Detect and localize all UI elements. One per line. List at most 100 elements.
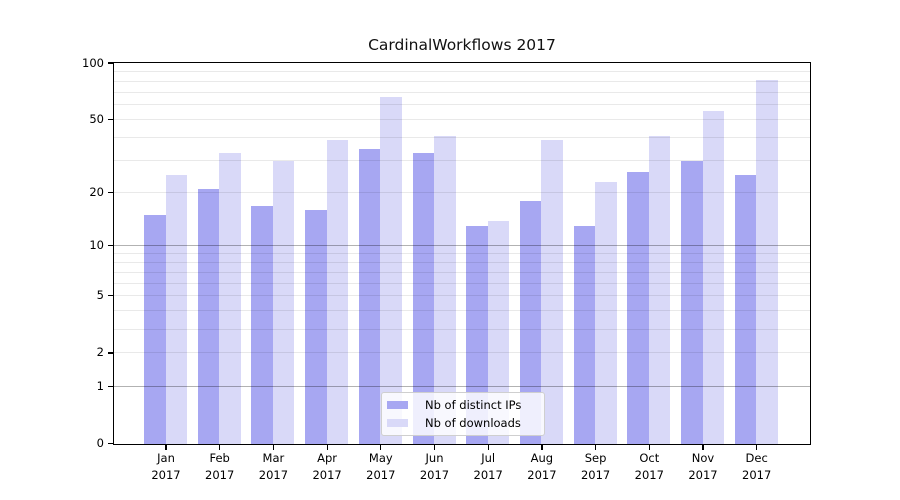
y-tick-label: 50: [89, 111, 104, 126]
x-axis-tick: [380, 445, 382, 450]
gridline-minor: [114, 261, 810, 263]
chart-title: CardinalWorkflows 2017: [368, 36, 556, 54]
x-axis-tick: [595, 445, 597, 450]
y-tick-label: 100: [82, 55, 104, 70]
y-tick-label: 10: [89, 238, 104, 253]
x-tick-month: Aug: [530, 451, 554, 465]
x-tick-label: Mar 2017: [241, 450, 305, 484]
x-tick-label: May 2017: [349, 450, 413, 484]
y-axis-tick: [107, 385, 113, 388]
y-tick-label: 0: [96, 436, 104, 450]
x-tick-year: 2017: [634, 468, 664, 482]
x-axis-tick: [433, 445, 436, 450]
x-tick-label: Apr 2017: [295, 450, 359, 484]
x-axis-tick: [702, 445, 704, 450]
x-tick-month: Mar: [262, 451, 285, 465]
x-tick-year: 2017: [580, 468, 611, 482]
x-tick-month: Jul: [481, 451, 496, 465]
x-tick-label: Jul 2017: [456, 450, 520, 484]
x-tick-label: Nov 2017: [671, 450, 735, 484]
gridline-minor: [114, 118, 810, 120]
bar-downloads-dec: [756, 79, 778, 444]
gridline-major: [114, 385, 810, 388]
bar-distinct-ips-dec: [734, 175, 757, 444]
bar-distinct-ips-jun: [412, 153, 434, 444]
x-tick-label: Dec 2017: [725, 450, 789, 484]
bar-distinct-ips-aug: [519, 201, 542, 444]
y-axis-tick: [107, 352, 113, 354]
legend: Nb of distinct IPs Nb of downloads: [381, 392, 545, 436]
bar-distinct-ips-may: [358, 148, 381, 444]
x-axis-tick: [219, 445, 221, 450]
x-tick-year: 2017: [527, 468, 557, 482]
gridline-minor: [114, 328, 810, 330]
y-axis-tick: [107, 62, 113, 64]
bar-distinct-ips-oct: [627, 172, 649, 444]
x-tick-month: Nov: [691, 451, 715, 465]
bar-downloads-sep: [595, 181, 617, 444]
gridline-minor: [114, 191, 810, 193]
bar-distinct-ips-apr: [305, 210, 327, 444]
gridline-minor: [114, 104, 810, 106]
x-axis-tick: [648, 445, 650, 450]
x-tick-year: 2017: [688, 468, 718, 482]
y-axis-tick: [107, 442, 113, 445]
bar-downloads-mar: [272, 160, 295, 444]
x-tick-month: Oct: [639, 451, 660, 465]
y-axis-tick: [107, 295, 113, 297]
bar-downloads-nov: [702, 110, 724, 444]
y-axis-tick: [107, 191, 113, 194]
legend-swatch-distinct-ips: [387, 401, 408, 409]
x-tick-label: Aug 2017: [510, 450, 574, 484]
x-tick-label: Jun 2017: [403, 450, 467, 484]
y-tick-label: 2: [96, 345, 104, 360]
gridline-minor: [114, 91, 810, 93]
x-tick-month: Feb: [209, 451, 230, 465]
x-tick-year: 2017: [419, 468, 450, 482]
x-tick-year: 2017: [258, 468, 289, 482]
gridline-minor: [114, 271, 810, 273]
bar-distinct-ips-sep: [573, 226, 596, 444]
bar-downloads-oct: [648, 135, 671, 444]
x-tick-label: Jan 2017: [134, 450, 198, 484]
legend-label-distinct-ips: Nb of distinct IPs: [425, 398, 522, 412]
x-tick-label: Feb 2017: [188, 450, 252, 484]
gridline-minor: [114, 71, 810, 73]
x-tick-year: 2017: [151, 468, 181, 482]
gridline-minor: [114, 295, 810, 297]
x-tick-month: Jan: [157, 451, 175, 465]
legend-row-distinct-ips: Nb of distinct IPs: [387, 398, 544, 412]
x-tick-year: 2017: [312, 468, 342, 482]
gridline-major: [114, 245, 810, 247]
x-axis-tick: [326, 445, 328, 450]
gridline-minor: [114, 80, 810, 82]
bar-downloads-apr: [326, 139, 349, 444]
legend-label-downloads: Nb of downloads: [425, 416, 521, 430]
gridline-minor: [114, 352, 810, 354]
x-tick-year: 2017: [366, 468, 396, 482]
x-tick-month: Dec: [745, 451, 768, 465]
x-axis-tick: [272, 445, 275, 450]
gridline-minor: [114, 282, 810, 284]
gridline-minor: [114, 253, 810, 255]
x-tick-label: Sep 2017: [564, 450, 628, 484]
bar-downloads-may: [380, 97, 402, 444]
x-tick-month: May: [368, 451, 393, 465]
bar-distinct-ips-mar: [251, 205, 273, 444]
bar-distinct-ips-feb: [197, 189, 220, 444]
gridline-minor: [114, 159, 810, 161]
y-tick-label: 1: [96, 378, 104, 393]
bar-downloads-jan: [165, 175, 187, 444]
bar-downloads-jul: [487, 220, 510, 444]
legend-row-downloads: Nb of downloads: [387, 416, 544, 430]
bar-downloads-aug: [541, 139, 563, 444]
y-tick-label: 5: [96, 288, 104, 303]
y-tick-label: 20: [89, 184, 104, 199]
bar-distinct-ips-jul: [466, 226, 488, 444]
bar-downloads-feb: [219, 153, 241, 444]
x-tick-month: Apr: [317, 451, 338, 465]
y-axis-tick: [107, 245, 113, 247]
x-axis-tick: [756, 445, 758, 450]
gridline-minor: [114, 310, 810, 312]
bar-downloads-jun: [434, 135, 456, 444]
